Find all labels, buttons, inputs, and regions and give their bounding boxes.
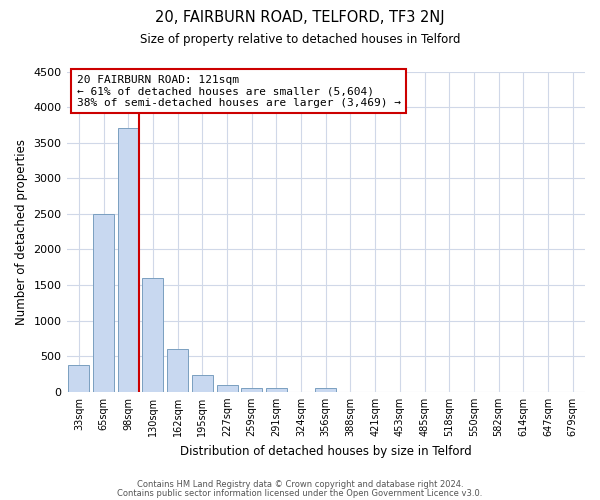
Text: 20, FAIRBURN ROAD, TELFORD, TF3 2NJ: 20, FAIRBURN ROAD, TELFORD, TF3 2NJ (155, 10, 445, 25)
Bar (315, 388, 336, 392)
Bar (93, 214, 114, 392)
Bar (217, 384, 238, 392)
Text: Contains public sector information licensed under the Open Government Licence v3: Contains public sector information licen… (118, 488, 482, 498)
Bar (241, 388, 262, 392)
Bar (167, 349, 188, 392)
X-axis label: Distribution of detached houses by size in Telford: Distribution of detached houses by size … (180, 444, 472, 458)
Bar (142, 278, 163, 392)
Bar (118, 128, 139, 392)
Y-axis label: Number of detached properties: Number of detached properties (15, 138, 28, 324)
Bar (266, 388, 287, 392)
Text: Size of property relative to detached houses in Telford: Size of property relative to detached ho… (140, 32, 460, 46)
Text: 20 FAIRBURN ROAD: 121sqm
← 61% of detached houses are smaller (5,604)
38% of sem: 20 FAIRBURN ROAD: 121sqm ← 61% of detach… (77, 74, 401, 108)
Bar (68, 365, 89, 392)
Bar (192, 376, 213, 392)
Text: Contains HM Land Registry data © Crown copyright and database right 2024.: Contains HM Land Registry data © Crown c… (137, 480, 463, 489)
